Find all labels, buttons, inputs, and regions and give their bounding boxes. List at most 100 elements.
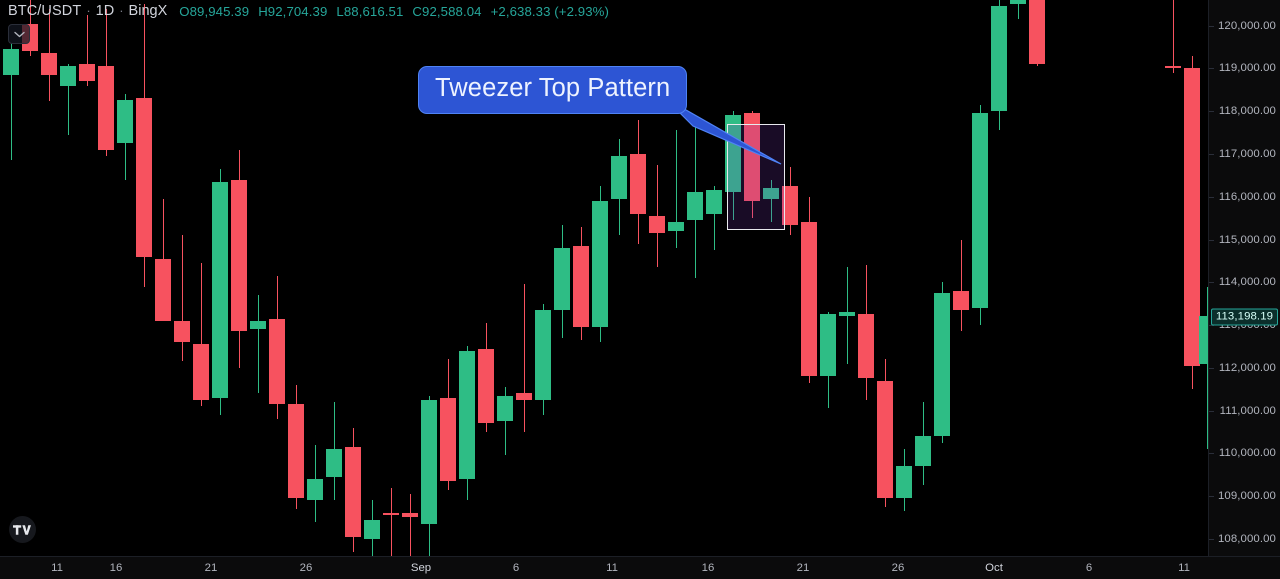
candle	[535, 303, 551, 415]
price-tick-mark	[1209, 453, 1214, 455]
candle-body	[934, 292, 950, 437]
candle	[801, 196, 817, 383]
price-tick-mark	[1209, 25, 1214, 27]
candle-body	[611, 156, 627, 199]
candle-wick	[523, 284, 525, 432]
candle-wick	[200, 263, 202, 407]
candle-body	[364, 519, 380, 539]
candle-body	[136, 98, 152, 257]
candle	[573, 226, 589, 340]
candle	[231, 149, 247, 368]
candle	[459, 346, 475, 501]
candle-body	[858, 314, 874, 379]
price-tick-label: 114,000.00	[1218, 276, 1276, 289]
time-tick-label: Oct	[985, 562, 1003, 574]
candle	[687, 126, 703, 278]
price-tick-label: 111,000.00	[1219, 404, 1276, 417]
tradingview-logo-icon[interactable]	[9, 516, 36, 543]
candle-body	[801, 222, 817, 377]
price-tick-label: 119,000.00	[1218, 62, 1276, 75]
candle-body	[972, 113, 988, 308]
price-tick-label: 118,000.00	[1218, 105, 1276, 118]
candle	[1165, 0, 1181, 73]
candle-body	[630, 153, 646, 214]
candle	[668, 130, 684, 249]
candle-body	[1010, 0, 1026, 5]
candle-wick	[181, 235, 183, 362]
candle-wick	[10, 42, 12, 161]
price-tick-label: 108,000.00	[1217, 532, 1276, 545]
candle-body	[478, 348, 494, 424]
candle-body	[98, 66, 114, 150]
candle-body	[3, 49, 19, 75]
candle-body	[497, 395, 513, 422]
candle-wick	[1172, 0, 1174, 73]
legend-collapse-button[interactable]	[8, 24, 30, 44]
candle-wick	[257, 295, 259, 394]
candle	[288, 384, 304, 509]
candle-body	[231, 179, 247, 332]
price-tick-label: 112,000.00	[1218, 361, 1276, 374]
candle-body	[193, 344, 209, 400]
candle-wick	[960, 239, 962, 332]
candle-body	[1029, 0, 1045, 65]
candle	[402, 493, 418, 556]
candle	[820, 312, 836, 409]
candle	[915, 402, 931, 486]
price-tick-mark	[1209, 496, 1214, 498]
candle-body	[877, 380, 893, 499]
candle	[554, 224, 570, 338]
time-tick-label: 11	[606, 562, 618, 574]
candle-body	[421, 399, 437, 524]
time-tick-label: 11	[51, 562, 63, 574]
price-tick-label: 109,000.00	[1217, 490, 1276, 503]
candle	[79, 14, 95, 86]
candle-body	[60, 66, 76, 86]
price-tick-label: 117,000.00	[1218, 147, 1276, 160]
candle	[630, 119, 646, 244]
candle-wick	[713, 186, 715, 251]
candle	[896, 449, 912, 512]
candle-wick	[67, 64, 69, 135]
candle-body	[706, 190, 722, 214]
time-axis[interactable]: 11 16 21 26 Sep 6 11 16 21 26 Oct 6 11	[0, 556, 1280, 579]
candle-wick	[409, 493, 411, 556]
candle-body	[79, 64, 95, 82]
candle	[1010, 0, 1026, 20]
price-axis[interactable]: 120,000.00 119,000.00 118,000.00 117,000.00…	[1208, 0, 1280, 556]
price-tick-label: 115,000.00	[1218, 233, 1276, 246]
time-tick-label: 26	[891, 562, 905, 574]
price-tick-label: 120,000.00	[1217, 19, 1276, 32]
annotation-label: Tweezer Top Pattern	[418, 66, 688, 114]
candle-body	[459, 350, 475, 479]
chevron-down-icon	[13, 31, 25, 38]
candle	[763, 179, 779, 223]
price-tick-mark	[1209, 239, 1214, 241]
candle	[611, 139, 627, 236]
candle-body	[839, 312, 855, 317]
candle-wick	[390, 487, 392, 556]
candle	[991, 0, 1007, 131]
candle	[934, 282, 950, 443]
time-tick-label: 6	[1085, 562, 1093, 574]
candle	[3, 42, 19, 161]
candle-body	[41, 53, 57, 75]
time-tick-label: 16	[109, 562, 123, 574]
candle-body	[383, 513, 399, 516]
price-tick-label: 116,000.00	[1218, 190, 1276, 203]
candle-wick	[1017, 0, 1019, 20]
candle	[1184, 55, 1200, 390]
candle-body	[212, 181, 228, 398]
candle	[60, 64, 76, 135]
candle	[421, 395, 437, 556]
candle-body	[687, 192, 703, 221]
candle	[117, 94, 133, 180]
candle-body	[269, 318, 285, 405]
price-tick-mark	[1209, 367, 1214, 369]
time-tick-label: 21	[204, 562, 218, 574]
candle-body	[573, 245, 589, 328]
price-tick-mark	[1209, 325, 1214, 327]
candle	[136, 4, 152, 287]
candle	[478, 322, 494, 432]
